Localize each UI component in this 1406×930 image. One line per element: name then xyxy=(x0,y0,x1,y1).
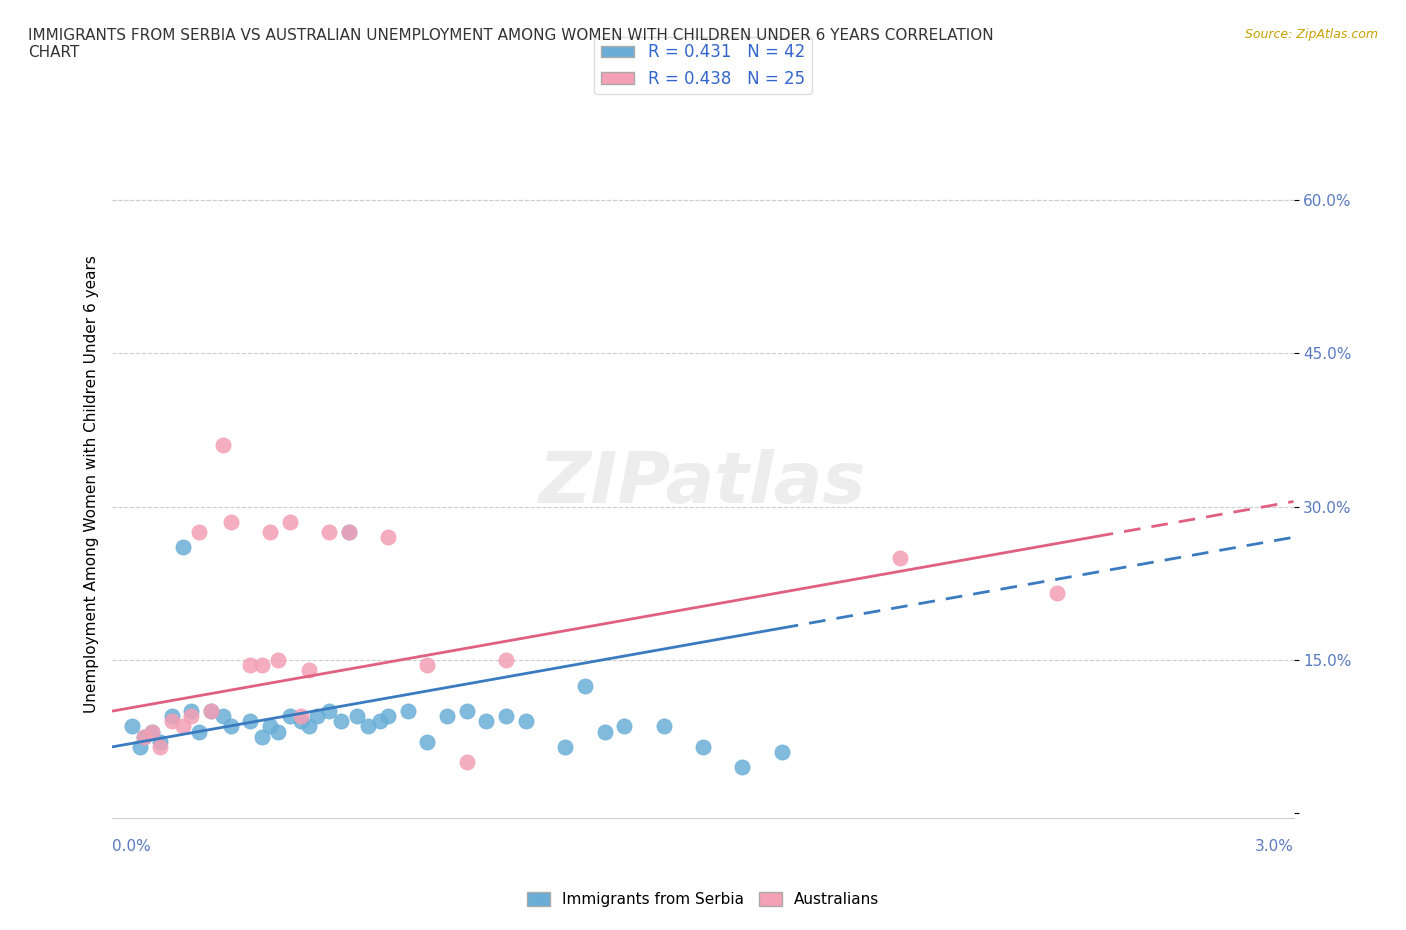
Point xyxy=(239,658,262,672)
Point xyxy=(219,719,242,734)
Point xyxy=(346,709,368,724)
Point xyxy=(416,658,439,672)
Point xyxy=(259,525,281,539)
Point xyxy=(889,551,911,565)
Point xyxy=(121,719,143,734)
Point xyxy=(515,714,537,729)
Point xyxy=(278,514,301,529)
Point xyxy=(180,709,202,724)
Point xyxy=(731,760,754,775)
Point xyxy=(267,653,290,668)
Point xyxy=(368,714,391,729)
Point xyxy=(357,719,380,734)
Point xyxy=(377,709,399,724)
Point xyxy=(456,755,478,770)
Point xyxy=(652,719,675,734)
Point xyxy=(200,704,222,719)
Point xyxy=(436,709,458,724)
Point xyxy=(239,714,262,729)
Point xyxy=(307,709,329,724)
Point xyxy=(211,709,233,724)
Point xyxy=(278,709,301,724)
Point xyxy=(574,678,596,693)
Point xyxy=(770,745,793,760)
Point xyxy=(318,525,340,539)
Point xyxy=(200,704,222,719)
Point xyxy=(495,653,517,668)
Point xyxy=(298,719,321,734)
Point xyxy=(475,714,498,729)
Point xyxy=(250,658,273,672)
Point xyxy=(132,729,155,744)
Point xyxy=(129,739,152,754)
Point xyxy=(149,735,172,750)
Y-axis label: Unemployment Among Women with Children Under 6 years: Unemployment Among Women with Children U… xyxy=(83,255,98,712)
Point xyxy=(396,704,419,719)
Text: ZIPatlas: ZIPatlas xyxy=(540,449,866,518)
Text: Source: ZipAtlas.com: Source: ZipAtlas.com xyxy=(1244,28,1378,41)
Point xyxy=(1046,586,1069,601)
Point xyxy=(329,714,352,729)
Point xyxy=(160,709,183,724)
Point xyxy=(613,719,636,734)
Point xyxy=(149,739,172,754)
Point xyxy=(219,514,242,529)
Point xyxy=(593,724,616,739)
Point xyxy=(141,724,163,739)
Point xyxy=(188,525,211,539)
Point xyxy=(211,438,233,453)
Point xyxy=(298,663,321,678)
Point xyxy=(377,530,399,545)
Point xyxy=(290,714,312,729)
Point xyxy=(290,709,312,724)
Legend: R = 0.431   N = 42, R = 0.438   N = 25: R = 0.431 N = 42, R = 0.438 N = 25 xyxy=(595,36,811,94)
Point xyxy=(160,714,183,729)
Point xyxy=(416,735,439,750)
Point xyxy=(259,719,281,734)
Point xyxy=(132,729,155,744)
Point xyxy=(141,724,163,739)
Point xyxy=(337,525,360,539)
Point xyxy=(188,724,211,739)
Point xyxy=(172,719,194,734)
Point xyxy=(495,709,517,724)
Point xyxy=(692,739,714,754)
Text: 0.0%: 0.0% xyxy=(112,839,152,854)
Point xyxy=(172,540,194,555)
Text: IMMIGRANTS FROM SERBIA VS AUSTRALIAN UNEMPLOYMENT AMONG WOMEN WITH CHILDREN UNDE: IMMIGRANTS FROM SERBIA VS AUSTRALIAN UNE… xyxy=(28,28,994,60)
Point xyxy=(337,525,360,539)
Point xyxy=(267,724,290,739)
Point xyxy=(318,704,340,719)
Legend: Immigrants from Serbia, Australians: Immigrants from Serbia, Australians xyxy=(520,885,886,913)
Point xyxy=(456,704,478,719)
Text: 3.0%: 3.0% xyxy=(1254,839,1294,854)
Point xyxy=(180,704,202,719)
Point xyxy=(250,729,273,744)
Point xyxy=(554,739,576,754)
